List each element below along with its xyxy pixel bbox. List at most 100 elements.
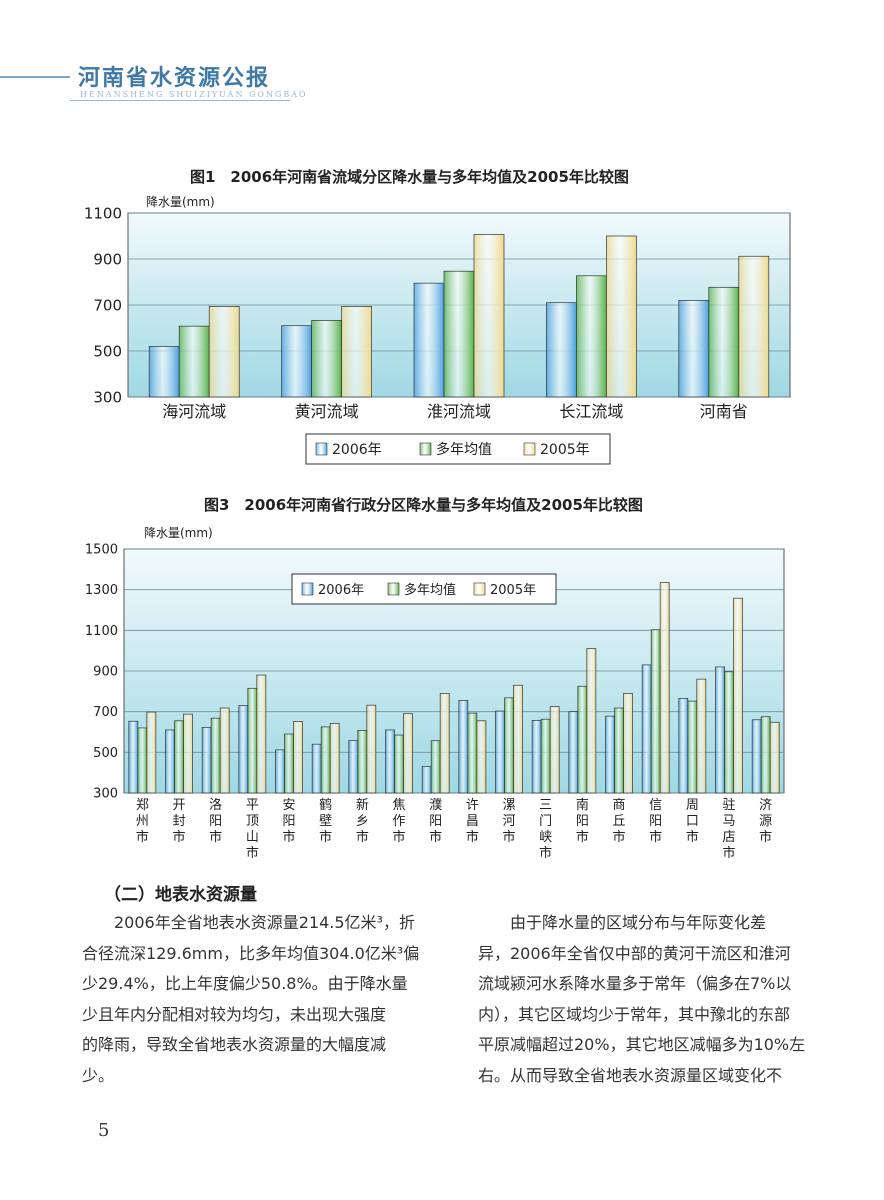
legend-label: 2005年 (490, 583, 536, 598)
x-tick-label: 门 (539, 814, 552, 829)
legend-box (291, 573, 557, 605)
x-tick-label: 店 (722, 830, 735, 845)
y-tick-label: 300 (93, 787, 118, 802)
x-tick-label: 河南省 (700, 402, 748, 421)
bar (385, 729, 395, 794)
y-tick-label: 500 (93, 746, 118, 761)
legend-label: 2006年 (332, 442, 382, 458)
bar (467, 712, 478, 794)
x-tick-label: 河 (502, 814, 515, 829)
x-tick-label: 平 (246, 798, 259, 813)
bar (540, 718, 551, 794)
x-tick-label: 顶 (246, 814, 259, 829)
figure1-ylabel: 降水量(mm) (146, 195, 215, 209)
x-tick-label: 市 (209, 829, 222, 845)
bar (311, 743, 322, 794)
x-tick-label: 周 (686, 798, 699, 813)
x-tick-label: 市 (282, 829, 295, 845)
bar (724, 671, 734, 794)
bar (687, 700, 698, 794)
bar (476, 720, 487, 794)
x-tick-label: 驻 (722, 798, 735, 813)
bar (568, 711, 579, 794)
left-line: 少。 (82, 1065, 115, 1085)
bar (504, 697, 514, 794)
page-header: 河南省水资源公报 HENANSHENG SHUIZIYUAN GONGBAO (0, 56, 884, 116)
x-tick-label: 开 (172, 798, 185, 813)
legend-label: 2006年 (318, 583, 364, 598)
y-tick-label: 700 (93, 296, 122, 314)
legend-swatch (419, 442, 432, 456)
left-line: 的降雨，导致全省地表水资源量的大幅度减 (82, 1035, 387, 1054)
bar (320, 726, 331, 794)
right-line: 异，2006年全省仅中部的黄河干流区和淮河 (478, 943, 791, 963)
bar (281, 325, 312, 398)
x-tick-label: 峡 (539, 830, 552, 845)
x-tick-label: 商 (612, 798, 625, 813)
left-paragraph: 2006年全省地表水资源量214.5亿米³，折 合径流深129.6mm，比多年均… (82, 908, 442, 1091)
x-tick-label: 市 (722, 845, 735, 861)
bar (733, 597, 743, 794)
header-rule (0, 76, 70, 78)
x-tick-label: 阳 (649, 814, 662, 829)
bar (614, 707, 624, 794)
bar (146, 711, 157, 794)
y-tick-label: 900 (93, 665, 118, 680)
x-tick-label: 市 (392, 829, 405, 845)
figure3-chart: 300500700900110013001500郑州市开封市洛阳市平顶山市安阳市… (85, 543, 785, 861)
bar (137, 727, 148, 794)
header-subtitle: HENANSHENG SHUIZIYUAN GONGBAO (80, 90, 308, 99)
bar (546, 302, 577, 398)
bar (348, 740, 359, 794)
bar (760, 716, 771, 794)
y-tick-label: 300 (93, 388, 122, 406)
legend-swatch (473, 582, 486, 596)
x-tick-label: 市 (539, 845, 552, 861)
bar (311, 320, 342, 398)
bar (678, 300, 710, 398)
y-tick-label: 1100 (84, 204, 122, 222)
x-tick-label: 南 (576, 797, 589, 813)
x-tick-label: 市 (246, 845, 259, 861)
x-tick-label: 阳 (576, 814, 589, 829)
x-tick-label: 壁 (319, 814, 332, 829)
bar (769, 721, 780, 794)
figure1-title: 图1 2006年河南省流域分区降水量与多年均值及2005年比较图 (190, 168, 629, 186)
x-tick-label: 市 (649, 829, 662, 845)
bar (341, 306, 372, 398)
x-tick-label: 市 (576, 829, 589, 845)
legend-swatch (523, 442, 536, 456)
x-tick-label: 濮 (429, 798, 442, 813)
bar (284, 733, 294, 794)
x-tick-label: 源 (759, 814, 772, 829)
x-tick-label: 封 (172, 814, 185, 829)
bar (366, 704, 377, 794)
bar (443, 270, 475, 398)
x-tick-label: 安 (282, 798, 295, 813)
bar (650, 629, 661, 794)
bar (678, 698, 689, 794)
bar (439, 693, 450, 794)
bar (219, 707, 230, 794)
bar (128, 720, 139, 794)
x-tick-label: 昌 (466, 814, 479, 829)
legend-box (305, 433, 611, 465)
bar (473, 234, 505, 398)
x-tick-label: 山 (246, 830, 259, 845)
y-tick-label: 1500 (85, 543, 118, 558)
bar (329, 723, 340, 794)
bar (738, 255, 770, 398)
legend-swatch (387, 582, 400, 596)
x-tick-label: 阳 (429, 814, 442, 829)
bar (148, 346, 180, 398)
x-tick-label: 长江流域 (559, 402, 623, 421)
bar (174, 720, 184, 794)
x-tick-label: 市 (172, 829, 185, 845)
bar (576, 275, 607, 398)
bar (293, 721, 303, 794)
x-tick-label: 市 (686, 829, 699, 845)
x-tick-label: 口 (686, 814, 699, 829)
bar (394, 734, 404, 794)
bar (577, 685, 588, 794)
bar (238, 705, 249, 794)
